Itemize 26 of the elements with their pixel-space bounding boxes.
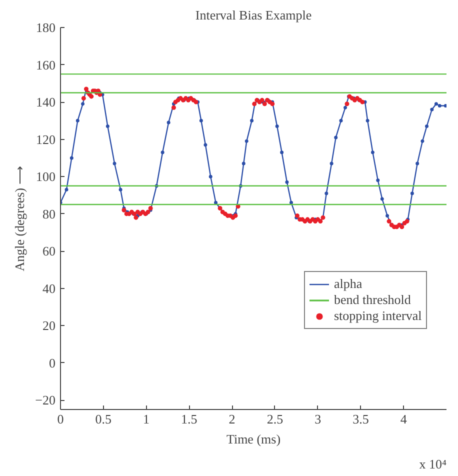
y-tick-label: −20 <box>35 392 56 408</box>
x-tick-label: 2.5 <box>266 412 284 426</box>
x-tick-label: 0.5 <box>95 412 112 426</box>
text: x 10⁴ <box>419 456 447 472</box>
y-tick-label: 160 <box>36 57 56 72</box>
legend-label: bend threshold <box>334 292 411 308</box>
x-tick-label: 3 <box>314 412 322 426</box>
y-tick-label: 180 <box>36 20 56 35</box>
y-tick-label: 80 <box>42 206 56 222</box>
x-tick-label: 1 <box>143 412 150 426</box>
y-axis-title: Angle (degrees) ⟶ <box>12 166 28 272</box>
x-tick-label: 4 <box>400 412 408 426</box>
y-tick-label: 120 <box>36 132 56 147</box>
y-tick-label: 60 <box>42 244 56 259</box>
legend-label: alpha <box>334 276 362 292</box>
legend-label: stopping interval <box>334 308 422 324</box>
y-tick-label: 40 <box>42 280 56 296</box>
y-tick-label: 140 <box>36 94 56 110</box>
y-tick-label: 20 <box>42 318 56 334</box>
x-tick-label: 3.5 <box>352 412 369 426</box>
chart-title: Interval Bias Example <box>195 8 312 22</box>
y-tick-label: 0 <box>49 355 56 370</box>
x-tick-label: 1.5 <box>181 412 198 426</box>
y-tick-label: 100 <box>36 169 56 184</box>
x-axis-title: Time (ms) <box>226 432 281 446</box>
x-tick-label: 2 <box>228 412 236 426</box>
